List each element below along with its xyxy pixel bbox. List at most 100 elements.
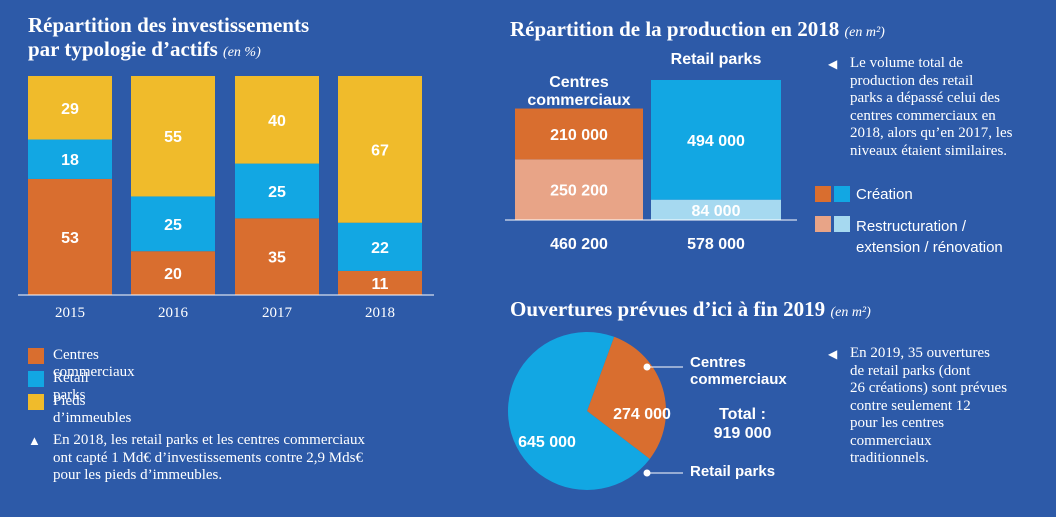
legend-item-creation: Création (815, 185, 1045, 215)
bar-segment (338, 270, 422, 295)
bar-value-label: 55 (164, 129, 182, 146)
production-value-label: 210 000 (550, 127, 608, 144)
bar-segment (338, 76, 422, 223)
leader-dot-cc (643, 363, 651, 371)
openings-pie-chart: 274 000 645 000 (508, 331, 683, 490)
investments-stacked-bar-chart: 53 18 29 2015 20 25 55 2016 35 25 40 2017 11 22 67 2018 (18, 76, 434, 321)
bar-segment (28, 139, 112, 179)
production-bar-segment (651, 199, 781, 220)
production-value-label: 84 000 (692, 203, 741, 220)
x-tick-label: 2018 (365, 305, 395, 321)
bar-value-label: 67 (371, 142, 389, 159)
production-note-line: niveaux étaient similaires. (850, 142, 1008, 159)
openings-title-text: Ouvertures prévues d’ici à fin 2019 (510, 297, 826, 321)
legend-swatch-creation-rp (834, 186, 850, 202)
bar-segment (28, 178, 112, 295)
bar-segment (338, 222, 422, 271)
bar-value-label: 18 (61, 152, 79, 169)
pie-total-label: Total : (719, 406, 766, 423)
production-col2-label: Retail parks (670, 51, 762, 68)
legend-label-retail-parks: Retail parks (53, 370, 89, 403)
legend-label-creation: Création (856, 186, 913, 203)
triangle-left-icon: ◀ (828, 57, 838, 71)
production-title: Répartition de la production en 2018 (en… (510, 17, 885, 45)
leader-dot-rp (643, 469, 651, 477)
legend-swatch-creation-cc (815, 186, 831, 202)
bar-value-label: 25 (164, 217, 182, 234)
pie-label-cc-line1: Centres (690, 354, 746, 371)
legend-label-centres-commerciaux: Centres commerciaux (53, 347, 135, 380)
pie-slice (508, 331, 650, 490)
production-col1-label: Centres commerciaux (515, 74, 643, 110)
bar-value-label: 11 (372, 276, 389, 293)
openings-note: ◀ En 2019, 35 ouvertures de retail parks… (828, 345, 1007, 468)
production-note: ◀ Le volume total de production des reta… (828, 55, 1012, 160)
legend-swatch-restructuration-rp (834, 216, 850, 232)
x-tick-label: 2015 (55, 305, 85, 321)
legend-label-restructuration-line2: extension / rénovation (856, 239, 1003, 256)
investments-title-line2: par typologie d’actifs (28, 37, 218, 61)
bar-value-label: 40 (268, 113, 286, 130)
production-title-unit: (en m²) (844, 25, 885, 40)
openings-note-line: de retail parks (dont (850, 362, 971, 379)
legend-label-pieds-immeubles: Pieds d’immeubles (53, 393, 132, 426)
bar-segment (235, 218, 319, 295)
pie-value-label: 645 000 (518, 434, 576, 451)
production-note-line: centres commerciaux en (850, 107, 996, 124)
pie-value-label: 274 000 (613, 406, 671, 423)
production-col1-label-line2: commerciaux (527, 92, 631, 109)
pie-label-centres-commerciaux: Centres commerciaux (690, 354, 787, 388)
bar-value-label: 25 (268, 184, 286, 201)
bar-value-label: 29 (61, 101, 79, 118)
investments-title-unit: (en %) (223, 45, 261, 60)
bar-value-label: 20 (164, 266, 182, 283)
openings-note-line: 26 créations) sont prévues (850, 380, 1008, 396)
investments-note-line: ont capté 1 Md€ d’investissements contre… (53, 449, 363, 466)
bar-segment (131, 76, 215, 197)
openings-title-unit: (en m²) (830, 305, 871, 320)
production-legend: Création Restructuration / extension / r… (815, 185, 1045, 259)
production-note-line: production des retail (850, 72, 974, 89)
production-total-label: 460 200 (550, 236, 608, 253)
openings-note-line: En 2019, 35 ouvertures (850, 345, 990, 361)
openings-note-line: traditionnels. (850, 450, 929, 466)
openings-note-line: contre seulement 12 (850, 397, 971, 414)
bar-value-label: 53 (61, 230, 79, 247)
production-note-line: parks a dépassé celui des (850, 90, 1000, 106)
investments-title-line1: Répartition des investissements (28, 13, 310, 37)
production-note-line: 2018, alors qu’en 2017, les (850, 125, 1013, 141)
production-bar-segment (651, 80, 781, 200)
investments-note: ▲ En 2018, les retail parks et les centr… (28, 432, 365, 485)
legend-item-restructuration: Restructuration / extension / rénovation (815, 215, 1045, 259)
bar-value-label: 35 (268, 250, 286, 267)
bar-segment (235, 76, 319, 164)
production-title-text: Répartition de la production en 2018 (510, 17, 840, 41)
production-col1-label-line1: Centres (549, 74, 609, 91)
legend-swatch-retail-parks (28, 371, 44, 387)
production-stacked-bar-chart: 250 200 210 000 460 200 84 000 494 000 578 00… (505, 80, 797, 253)
production-total-label: 578 000 (687, 236, 745, 253)
legend-label-restructuration-line1: Restructuration / (856, 218, 967, 235)
openings-title: Ouvertures prévues d’ici à fin 2019 (en … (510, 297, 871, 325)
legend-swatch-centres-commerciaux (28, 348, 44, 364)
bar-segment (131, 196, 215, 252)
x-tick-label: 2016 (158, 305, 189, 321)
production-value-label: 494 000 (687, 133, 745, 150)
bar-segment (235, 163, 319, 219)
openings-note-line: pour les centres (850, 415, 945, 431)
investments-note-line: En 2018, les retail parks et les centres… (53, 432, 365, 448)
production-bar-segment (515, 108, 643, 160)
investments-note-line: pour les pieds d’immeubles. (53, 467, 223, 483)
production-bar-segment (515, 159, 643, 220)
pie-label-retail-parks: Retail parks (690, 463, 776, 480)
x-tick-label: 2017 (262, 305, 293, 321)
legend-swatch-restructuration-cc (815, 216, 831, 232)
openings-note-line: commerciaux (850, 432, 932, 449)
pie-total: Total : 919 000 (700, 405, 785, 443)
production-value-label: 250 200 (550, 183, 608, 200)
pie-label-cc-line2: commerciaux (690, 371, 787, 388)
pie-total-value: 919 000 (713, 425, 772, 442)
investments-title-line2-wrap: par typologie d’actifs (en %) (28, 37, 309, 65)
triangle-left-icon: ◀ (828, 347, 838, 361)
production-note-line: Le volume total de (850, 55, 963, 71)
